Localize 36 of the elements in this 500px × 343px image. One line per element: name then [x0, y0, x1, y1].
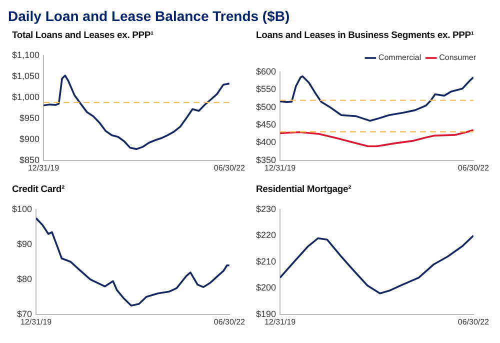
y-tick-label: $210 — [256, 256, 276, 266]
y-tick-label: $500 — [256, 102, 276, 112]
chart-title: Residential Mortgage² — [255, 184, 352, 197]
y-tick-label: $200 — [256, 282, 276, 293]
x-tick-label: 12/31/19 — [28, 163, 60, 172]
y-tick-label: $220 — [256, 230, 276, 240]
y-tick-label: $450 — [256, 120, 276, 130]
y-tick-label: $70 — [16, 308, 32, 319]
y-tick-label: $400 — [256, 137, 276, 148]
x-tick-label: 12/31/19 — [264, 317, 296, 326]
y-tick-label: $1,100 — [12, 50, 40, 60]
chart-title: Credit Card² — [11, 184, 66, 197]
y-tick-label: $100 — [12, 204, 32, 214]
y-tick-label: $90 — [16, 238, 32, 249]
y-tick-label: $350 — [256, 154, 276, 165]
y-tick-label: $80 — [16, 274, 32, 284]
y-tick-label: $1,000 — [12, 92, 40, 102]
chart-title: Total Loans and Leases ex. PPP¹ — [11, 30, 154, 43]
y-tick-label: $1,050 — [12, 70, 40, 81]
chart-title: Loans and Leases in Business Segments ex. PPP¹ — [255, 30, 475, 43]
legend-label: Consumer — [439, 53, 476, 62]
y-tick-label: $850 — [19, 154, 40, 165]
y-tick-label: $600 — [256, 66, 276, 76]
y-tick-label: $950 — [19, 112, 40, 123]
x-tick-label: 12/31/19 — [264, 163, 296, 172]
x-tick-label: 12/31/19 — [20, 317, 52, 326]
y-tick-label: $230 — [256, 204, 276, 214]
y-tick-label: $550 — [256, 84, 276, 94]
x-tick-label: 06/30/22 — [458, 317, 490, 326]
x-tick-label: 06/30/22 — [214, 317, 246, 326]
x-tick-label: 06/30/22 — [458, 163, 490, 172]
text: Daily Loan and Lease Balance Trends ($B) — [8, 8, 291, 26]
y-tick-label: $900 — [19, 134, 40, 144]
x-tick-label: 06/30/22 — [214, 163, 246, 172]
legend-label: Commercial — [378, 53, 422, 62]
y-tick-label: $190 — [256, 308, 276, 319]
